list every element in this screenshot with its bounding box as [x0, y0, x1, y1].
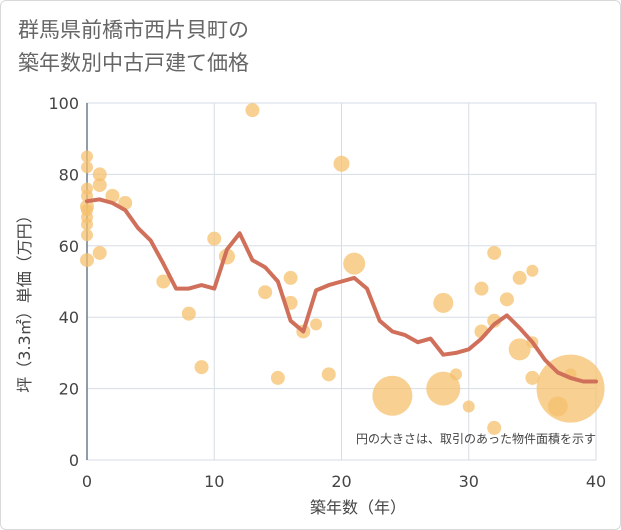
scatter-point	[310, 318, 323, 331]
scatter-point	[181, 306, 196, 321]
scatter-point	[321, 367, 336, 382]
scatter-point	[426, 371, 461, 406]
scatter-point	[536, 354, 605, 423]
scatter-point	[487, 420, 502, 435]
scatter-point	[508, 338, 531, 361]
scatter-point	[92, 245, 107, 260]
x-axis-label: 築年数（年）	[310, 498, 406, 517]
scatter-point	[156, 274, 171, 289]
x-tick-label: 30	[459, 472, 479, 491]
x-tick-label: 10	[204, 472, 224, 491]
scatter-point	[343, 252, 366, 275]
scatter-point	[462, 400, 475, 413]
scatter-point	[81, 229, 93, 242]
scatter-point	[81, 161, 93, 174]
scatter-point	[80, 253, 94, 268]
trend-line	[85, 197, 598, 384]
y-tick-label: 20	[59, 380, 79, 399]
scatter-point	[283, 270, 298, 285]
scatter-point	[270, 370, 285, 385]
scatter-point	[526, 264, 539, 277]
title-line-1: 群馬県前橋市西片貝町の	[18, 18, 249, 42]
scatter-point	[499, 292, 514, 307]
x-tick-label: 20	[331, 472, 351, 491]
x-tick-label: 40	[586, 472, 606, 491]
scatter-point	[487, 245, 502, 260]
y-tick-label: 0	[69, 451, 79, 470]
scatter-point	[81, 150, 93, 163]
scatter-point	[474, 281, 489, 296]
chart-title: 群馬県前橋市西片貝町の 築年数別中古戸建て価格	[18, 14, 249, 80]
scatter-point	[92, 178, 107, 193]
scatter-point	[207, 231, 222, 246]
scatter-point	[81, 218, 93, 231]
title-line-2: 築年数別中古戸建て価格	[18, 51, 249, 75]
scatter-point	[372, 375, 413, 416]
scatter-point	[433, 292, 454, 313]
y-axis-label: 坪（3.3㎡）単価（万円）	[15, 207, 34, 392]
size-note: 円の大きさは、取引のあった物件面積を示す	[356, 431, 596, 446]
scatter-point	[105, 188, 120, 203]
y-tick-label: 80	[59, 165, 79, 184]
scatter-point	[194, 360, 209, 375]
scatter-point	[512, 270, 527, 285]
scatter-point	[450, 368, 463, 381]
y-tick-label: 60	[59, 237, 79, 256]
x-tick-label: 0	[82, 472, 92, 491]
scatter-point	[258, 285, 273, 300]
scatter-point	[525, 370, 540, 385]
y-tick-label: 100	[48, 94, 79, 113]
scatter-point	[333, 155, 350, 172]
bubbles	[80, 103, 605, 435]
ticks: 0 10 20 30 40 0 20 40 60 80 100	[48, 94, 606, 491]
scatter-point	[92, 167, 107, 182]
y-tick-label: 40	[59, 308, 79, 327]
scatter-point	[245, 103, 260, 118]
